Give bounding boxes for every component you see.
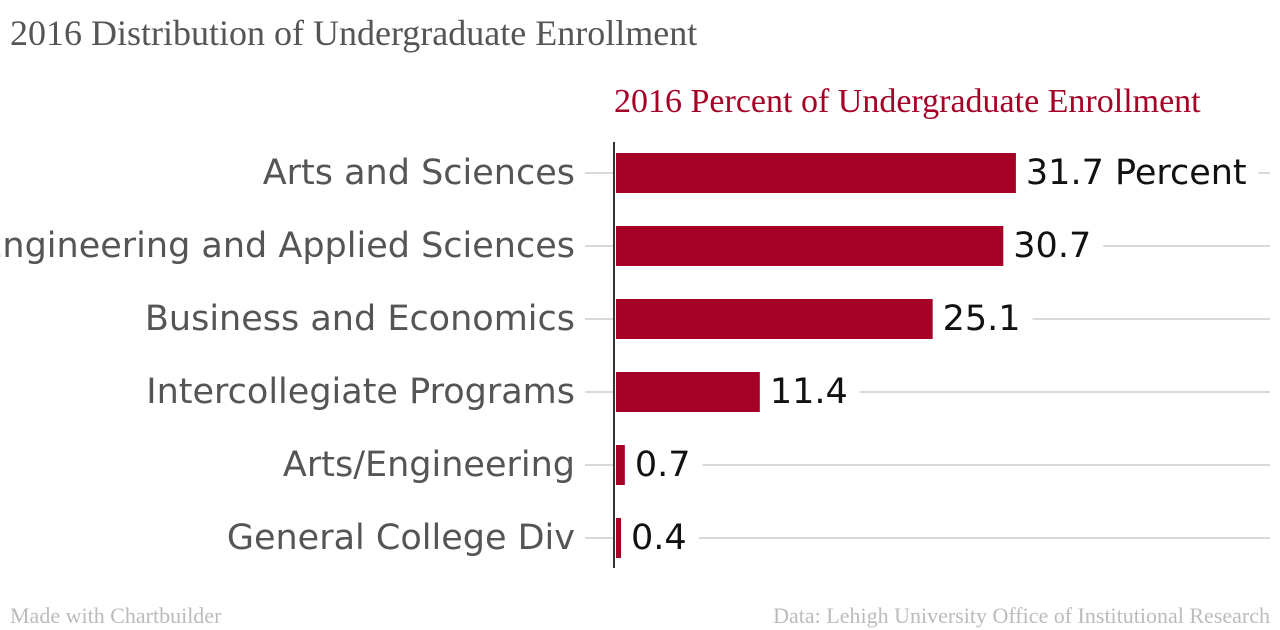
value-label: 11.4	[770, 372, 848, 412]
value-label: 30.7	[1013, 226, 1091, 266]
value-label: 0.4	[631, 518, 687, 558]
category-label: General College Div	[227, 518, 575, 558]
bar	[616, 518, 622, 558]
footer-source: Data: Lehigh University Office of Instit…	[773, 603, 1270, 628]
category-labels: Arts and Sciences Engineering and Applied…	[0, 153, 575, 558]
category-label: Engineering and Applied Sciences	[0, 226, 575, 266]
value-labels: 31.7 Percent 30.7 25.1 11.4 0.7 0.4	[631, 153, 1247, 558]
bars	[616, 153, 1016, 558]
category-label: Arts/Engineering	[283, 445, 575, 485]
bar	[616, 445, 625, 485]
value-label: 25.1	[943, 299, 1021, 339]
category-label: Intercollegiate Programs	[146, 372, 575, 412]
category-label: Business and Economics	[145, 299, 575, 339]
series-title: 2016 Percent of Undergraduate Enrollment	[614, 83, 1201, 120]
category-label: Arts and Sciences	[263, 153, 575, 193]
bar	[616, 299, 933, 339]
footer-credit: Made with Chartbuilder	[10, 603, 222, 628]
value-label: 31.7 Percent	[1026, 153, 1247, 193]
value-label: 0.7	[635, 445, 691, 485]
chart-title: 2016 Distribution of Undergraduate Enrol…	[10, 13, 697, 53]
bar	[616, 226, 1004, 266]
bar	[616, 372, 760, 412]
bar	[616, 153, 1016, 193]
gridlines	[585, 172, 1270, 539]
